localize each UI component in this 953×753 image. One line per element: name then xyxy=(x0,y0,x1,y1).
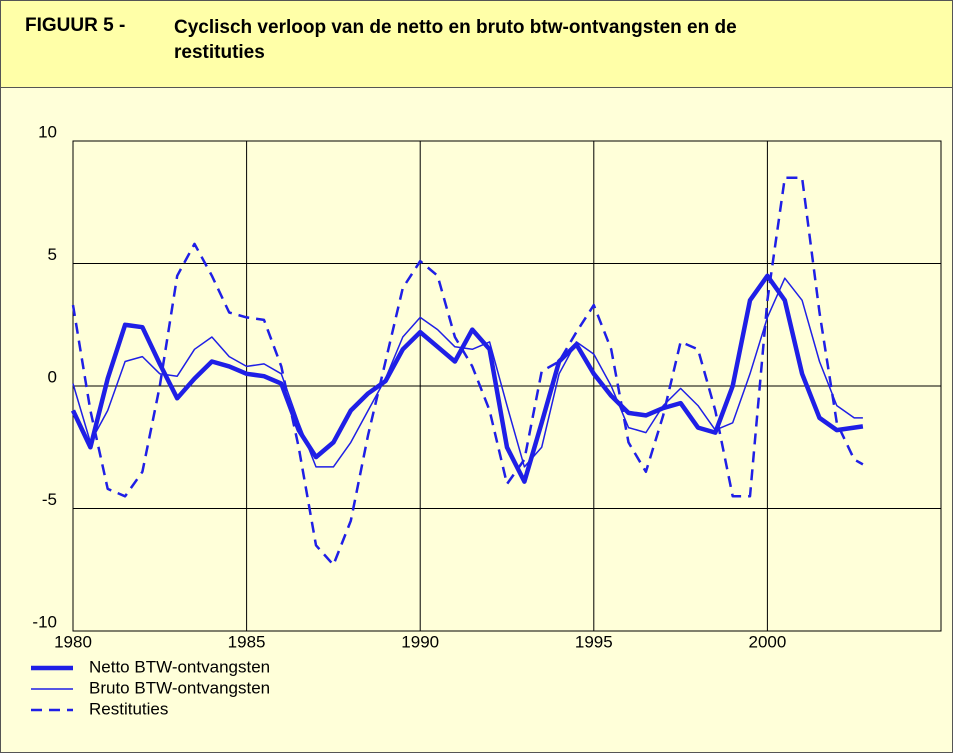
x-tick-label: 1985 xyxy=(228,632,266,651)
y-tick-label: 10 xyxy=(38,122,57,141)
header: FIGUUR 5 - Cyclisch verloop van de netto… xyxy=(1,1,952,88)
legend-label: Bruto BTW-ontvangsten xyxy=(89,678,270,697)
chart: -10 -5 0 5 10 1980 1985 1990 1995 2000 Netto BTW-o… xyxy=(31,122,942,718)
x-tick-label: 1980 xyxy=(54,632,92,651)
x-tick-label: 2000 xyxy=(748,632,786,651)
legend-label: Restituties xyxy=(89,699,168,718)
legend-label: Netto BTW-ontvangsten xyxy=(89,657,270,676)
chart-title: Cyclisch verloop van de netto en bruto b… xyxy=(174,17,737,63)
figure-label: FIGUUR 5 - xyxy=(25,15,126,36)
series-line xyxy=(70,273,864,484)
y-tick-label: -10 xyxy=(32,612,57,631)
y-tick-label: 0 xyxy=(48,367,57,386)
series-line xyxy=(72,277,863,468)
x-tick-label: 1990 xyxy=(401,632,439,651)
x-tick-label: 1995 xyxy=(575,632,613,651)
series-line xyxy=(71,176,864,567)
y-tick-label: 5 xyxy=(48,245,57,264)
y-tick-label: -5 xyxy=(42,490,57,509)
